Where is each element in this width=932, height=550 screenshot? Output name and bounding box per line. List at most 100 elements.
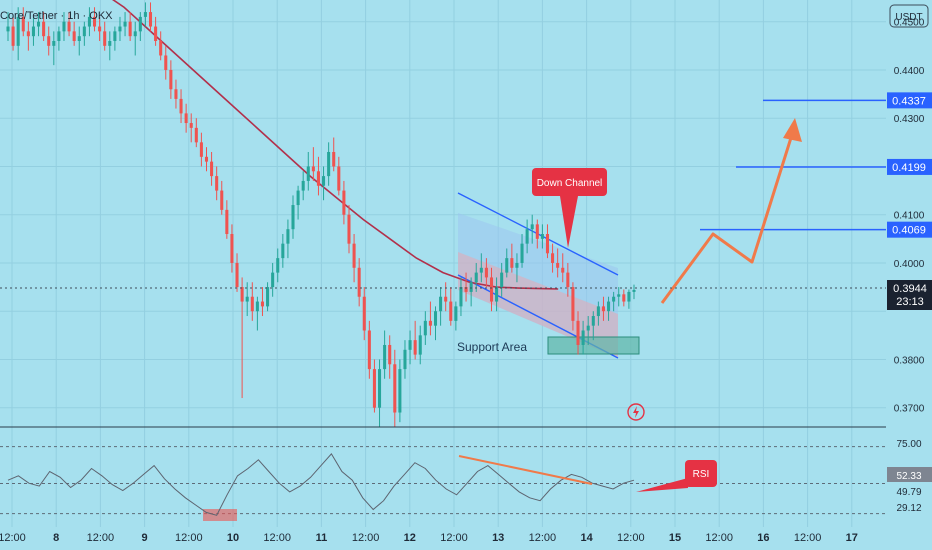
candle-body: [342, 190, 346, 215]
candle: [388, 335, 392, 379]
candle-body: [138, 16, 142, 32]
candle: [403, 340, 407, 379]
moving-average: [111, 0, 559, 290]
candle: [479, 253, 483, 283]
candle-body: [622, 294, 626, 302]
time-label: 12:00: [440, 532, 468, 544]
candle-body: [403, 349, 407, 370]
candle-body: [62, 21, 66, 32]
candle: [301, 171, 305, 201]
candle-body: [179, 98, 183, 114]
currency-selector[interactable]: USDT: [889, 4, 929, 28]
candle-body: [301, 180, 305, 191]
candle: [459, 277, 463, 317]
price-axis[interactable]: [886, 0, 932, 550]
time-label: 12:00: [617, 532, 645, 544]
candle: [540, 224, 544, 249]
last-price-tag: 0.3944 23:13: [887, 280, 932, 310]
candle-body: [454, 306, 458, 321]
candle-body: [561, 267, 565, 273]
candle-body: [245, 296, 249, 302]
candle-body: [128, 21, 132, 37]
candle: [545, 224, 550, 259]
candle-body: [113, 31, 117, 42]
candle: [556, 248, 560, 278]
price-tick: 0.4100: [894, 211, 925, 222]
candle-body: [556, 262, 560, 268]
candle: [164, 45, 168, 80]
candle: [42, 12, 46, 42]
candle-body: [601, 306, 605, 312]
candle: [62, 12, 66, 42]
time-label: 13: [492, 532, 504, 544]
candle-body: [164, 55, 168, 70]
candle: [423, 311, 427, 345]
candle-body: [617, 294, 621, 297]
candle: [87, 7, 91, 37]
candles: [6, 2, 636, 427]
candle: [444, 282, 448, 312]
candle: [77, 26, 81, 56]
candle: [622, 289, 626, 307]
candle: [154, 16, 158, 46]
candle: [11, 16, 15, 51]
candle-body: [240, 287, 244, 302]
candle: [398, 359, 402, 423]
candle-body: [378, 369, 382, 408]
candle: [255, 296, 259, 331]
candle: [327, 142, 331, 186]
candle: [413, 320, 417, 360]
candle-body: [215, 176, 219, 191]
time-label: 10: [227, 532, 239, 544]
candle: [607, 296, 611, 321]
candle-body: [347, 214, 351, 244]
candle-body: [367, 330, 371, 370]
candle: [495, 277, 499, 312]
candle-body: [591, 316, 595, 326]
candle-body: [357, 267, 361, 297]
candle-body: [16, 16, 20, 46]
candle: [138, 12, 142, 42]
candle: [627, 289, 631, 309]
candle-body: [428, 320, 432, 326]
candle: [464, 272, 468, 302]
rsi-tick: 29.12: [896, 503, 921, 514]
candle: [581, 320, 585, 355]
last-price-value: 0.3944: [893, 283, 927, 295]
candle: [16, 7, 20, 61]
time-label: 14: [580, 532, 593, 544]
time-label: 12:00: [87, 532, 115, 544]
price-tick: 0.3700: [894, 404, 925, 415]
candle: [37, 12, 41, 37]
candle: [378, 359, 382, 427]
candle: [215, 166, 219, 201]
candle-body: [383, 344, 387, 370]
candle: [535, 219, 539, 249]
candle-body: [148, 12, 153, 27]
candle-body: [87, 16, 91, 27]
candle-body: [250, 296, 254, 312]
price-tag-label: 0.4069: [892, 225, 926, 237]
time-axis[interactable]: 12:00 8 12:00 9 12:00 10 12:00 11 12:00 12 12:00 13…: [0, 532, 858, 544]
candle-body: [612, 296, 616, 302]
candle: [408, 330, 412, 365]
lightning-icon[interactable]: [627, 403, 645, 421]
candle-body: [47, 36, 51, 46]
candle-body: [505, 258, 509, 273]
candle-body: [596, 306, 600, 317]
candle: [596, 301, 600, 326]
candle-body: [459, 287, 463, 307]
candle-body: [199, 142, 203, 157]
candle: [515, 253, 519, 283]
candle: [530, 214, 534, 244]
candle-body: [37, 21, 41, 27]
candle-body: [316, 171, 320, 186]
price-tick: 0.4300: [894, 114, 925, 125]
time-label: 12:00: [263, 532, 291, 544]
candle-body: [393, 364, 397, 413]
candle: [194, 118, 198, 148]
price-tag: [887, 221, 932, 238]
candle: [489, 267, 494, 312]
candle: [586, 316, 590, 345]
